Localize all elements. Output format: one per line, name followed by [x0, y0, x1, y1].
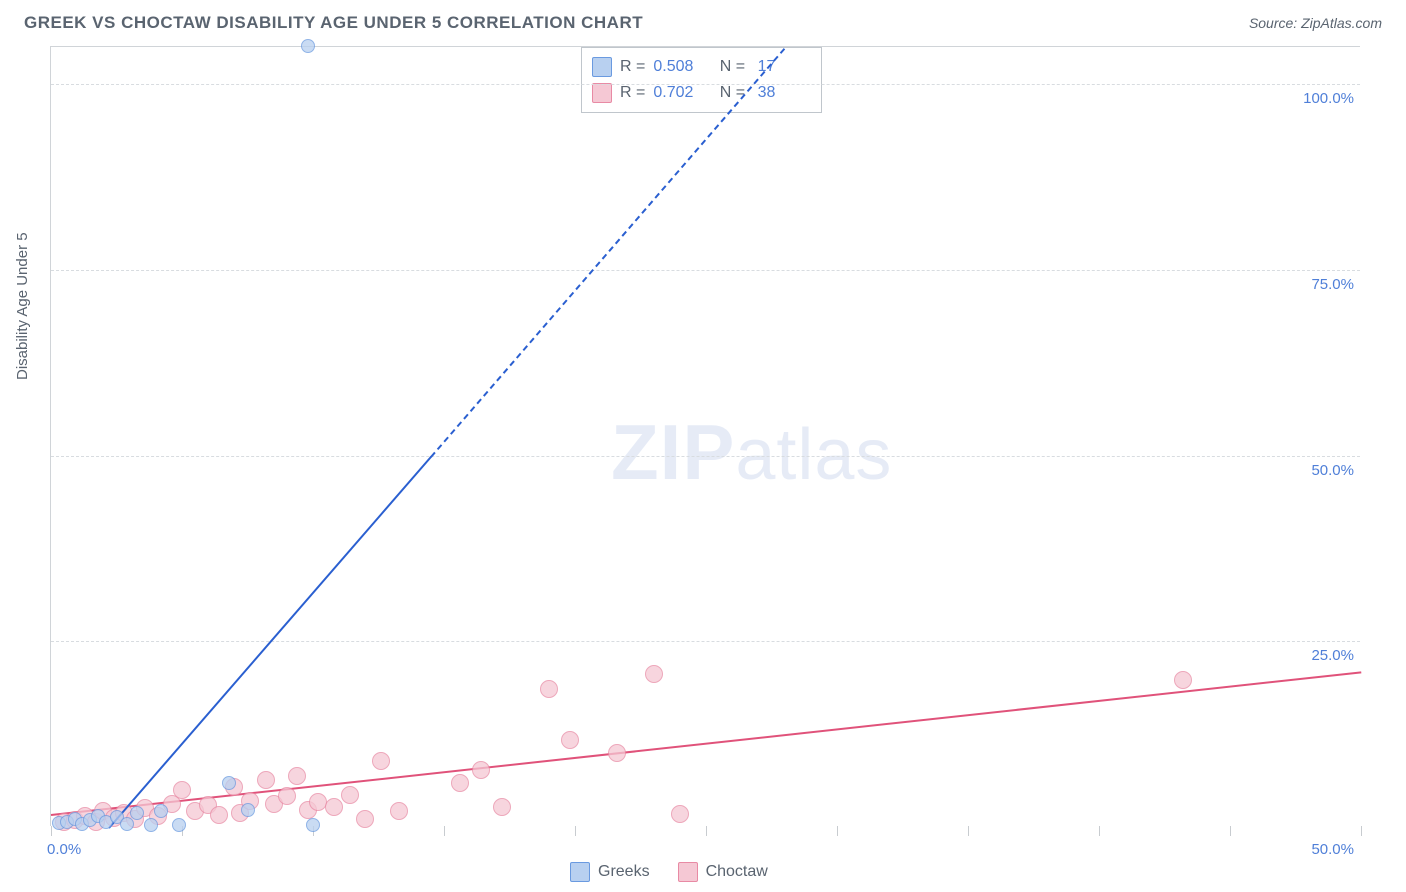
data-point	[451, 774, 469, 792]
data-point	[173, 781, 191, 799]
data-point	[301, 39, 315, 53]
data-point	[372, 752, 390, 770]
data-point	[172, 818, 186, 832]
x-tick	[444, 826, 445, 836]
data-point	[120, 817, 134, 831]
chart-legend: Greeks Choctaw	[570, 862, 768, 882]
x-tick	[706, 826, 707, 836]
data-point	[341, 786, 359, 804]
stat-r-label: R =	[620, 54, 645, 80]
legend-swatch	[570, 862, 590, 882]
y-tick-label: 75.0%	[1311, 276, 1354, 293]
legend-label: Choctaw	[706, 863, 768, 881]
chart-title: GREEK VS CHOCTAW DISABILITY AGE UNDER 5 …	[24, 13, 643, 33]
legend-item: Greeks	[570, 862, 650, 882]
x-tick	[1230, 826, 1231, 836]
gridline	[51, 641, 1360, 642]
data-point	[222, 776, 236, 790]
legend-swatch	[678, 862, 698, 882]
data-point	[278, 787, 296, 805]
data-point	[306, 818, 320, 832]
y-tick-label: 100.0%	[1303, 90, 1354, 107]
gridline	[51, 84, 1360, 85]
series-swatch	[592, 57, 612, 77]
x-tick	[1099, 826, 1100, 836]
legend-item: Choctaw	[678, 862, 768, 882]
series-swatch	[592, 83, 612, 103]
y-tick-label: 50.0%	[1311, 462, 1354, 479]
data-point	[1174, 671, 1192, 689]
stats-box: R =0.508 N = 17R =0.702 N = 38	[581, 47, 822, 113]
x-tick	[968, 826, 969, 836]
data-point	[210, 806, 228, 824]
data-point	[356, 810, 374, 828]
y-tick-label: 25.0%	[1311, 647, 1354, 664]
data-point	[540, 680, 558, 698]
watermark: ZIPatlas	[611, 407, 892, 498]
data-point	[645, 665, 663, 683]
data-point	[325, 798, 343, 816]
data-point	[561, 731, 579, 749]
x-tick	[837, 826, 838, 836]
x-tick-label: 0.0%	[47, 841, 81, 858]
data-point	[608, 744, 626, 762]
chart-header: GREEK VS CHOCTAW DISABILITY AGE UNDER 5 …	[0, 0, 1406, 46]
data-point	[390, 802, 408, 820]
data-point	[493, 798, 511, 816]
chart-plot-area: ZIPatlas R =0.508 N = 17R =0.702 N = 38 …	[50, 46, 1360, 826]
stat-r-value: 0.508	[653, 54, 707, 80]
data-point	[257, 771, 275, 789]
x-tick	[575, 826, 576, 836]
data-point	[288, 767, 306, 785]
chart-source: Source: ZipAtlas.com	[1249, 15, 1382, 31]
stat-n-label: N =	[715, 54, 745, 80]
data-point	[144, 818, 158, 832]
data-point	[671, 805, 689, 823]
legend-label: Greeks	[598, 863, 650, 881]
x-tick-label: 50.0%	[1311, 841, 1354, 858]
y-axis-label: Disability Age Under 5	[14, 232, 31, 380]
gridline	[51, 456, 1360, 457]
gridline	[51, 270, 1360, 271]
data-point	[154, 804, 168, 818]
data-point	[241, 803, 255, 817]
x-tick	[51, 826, 52, 836]
data-point	[472, 761, 490, 779]
data-point	[130, 806, 144, 820]
x-tick	[1361, 826, 1362, 836]
